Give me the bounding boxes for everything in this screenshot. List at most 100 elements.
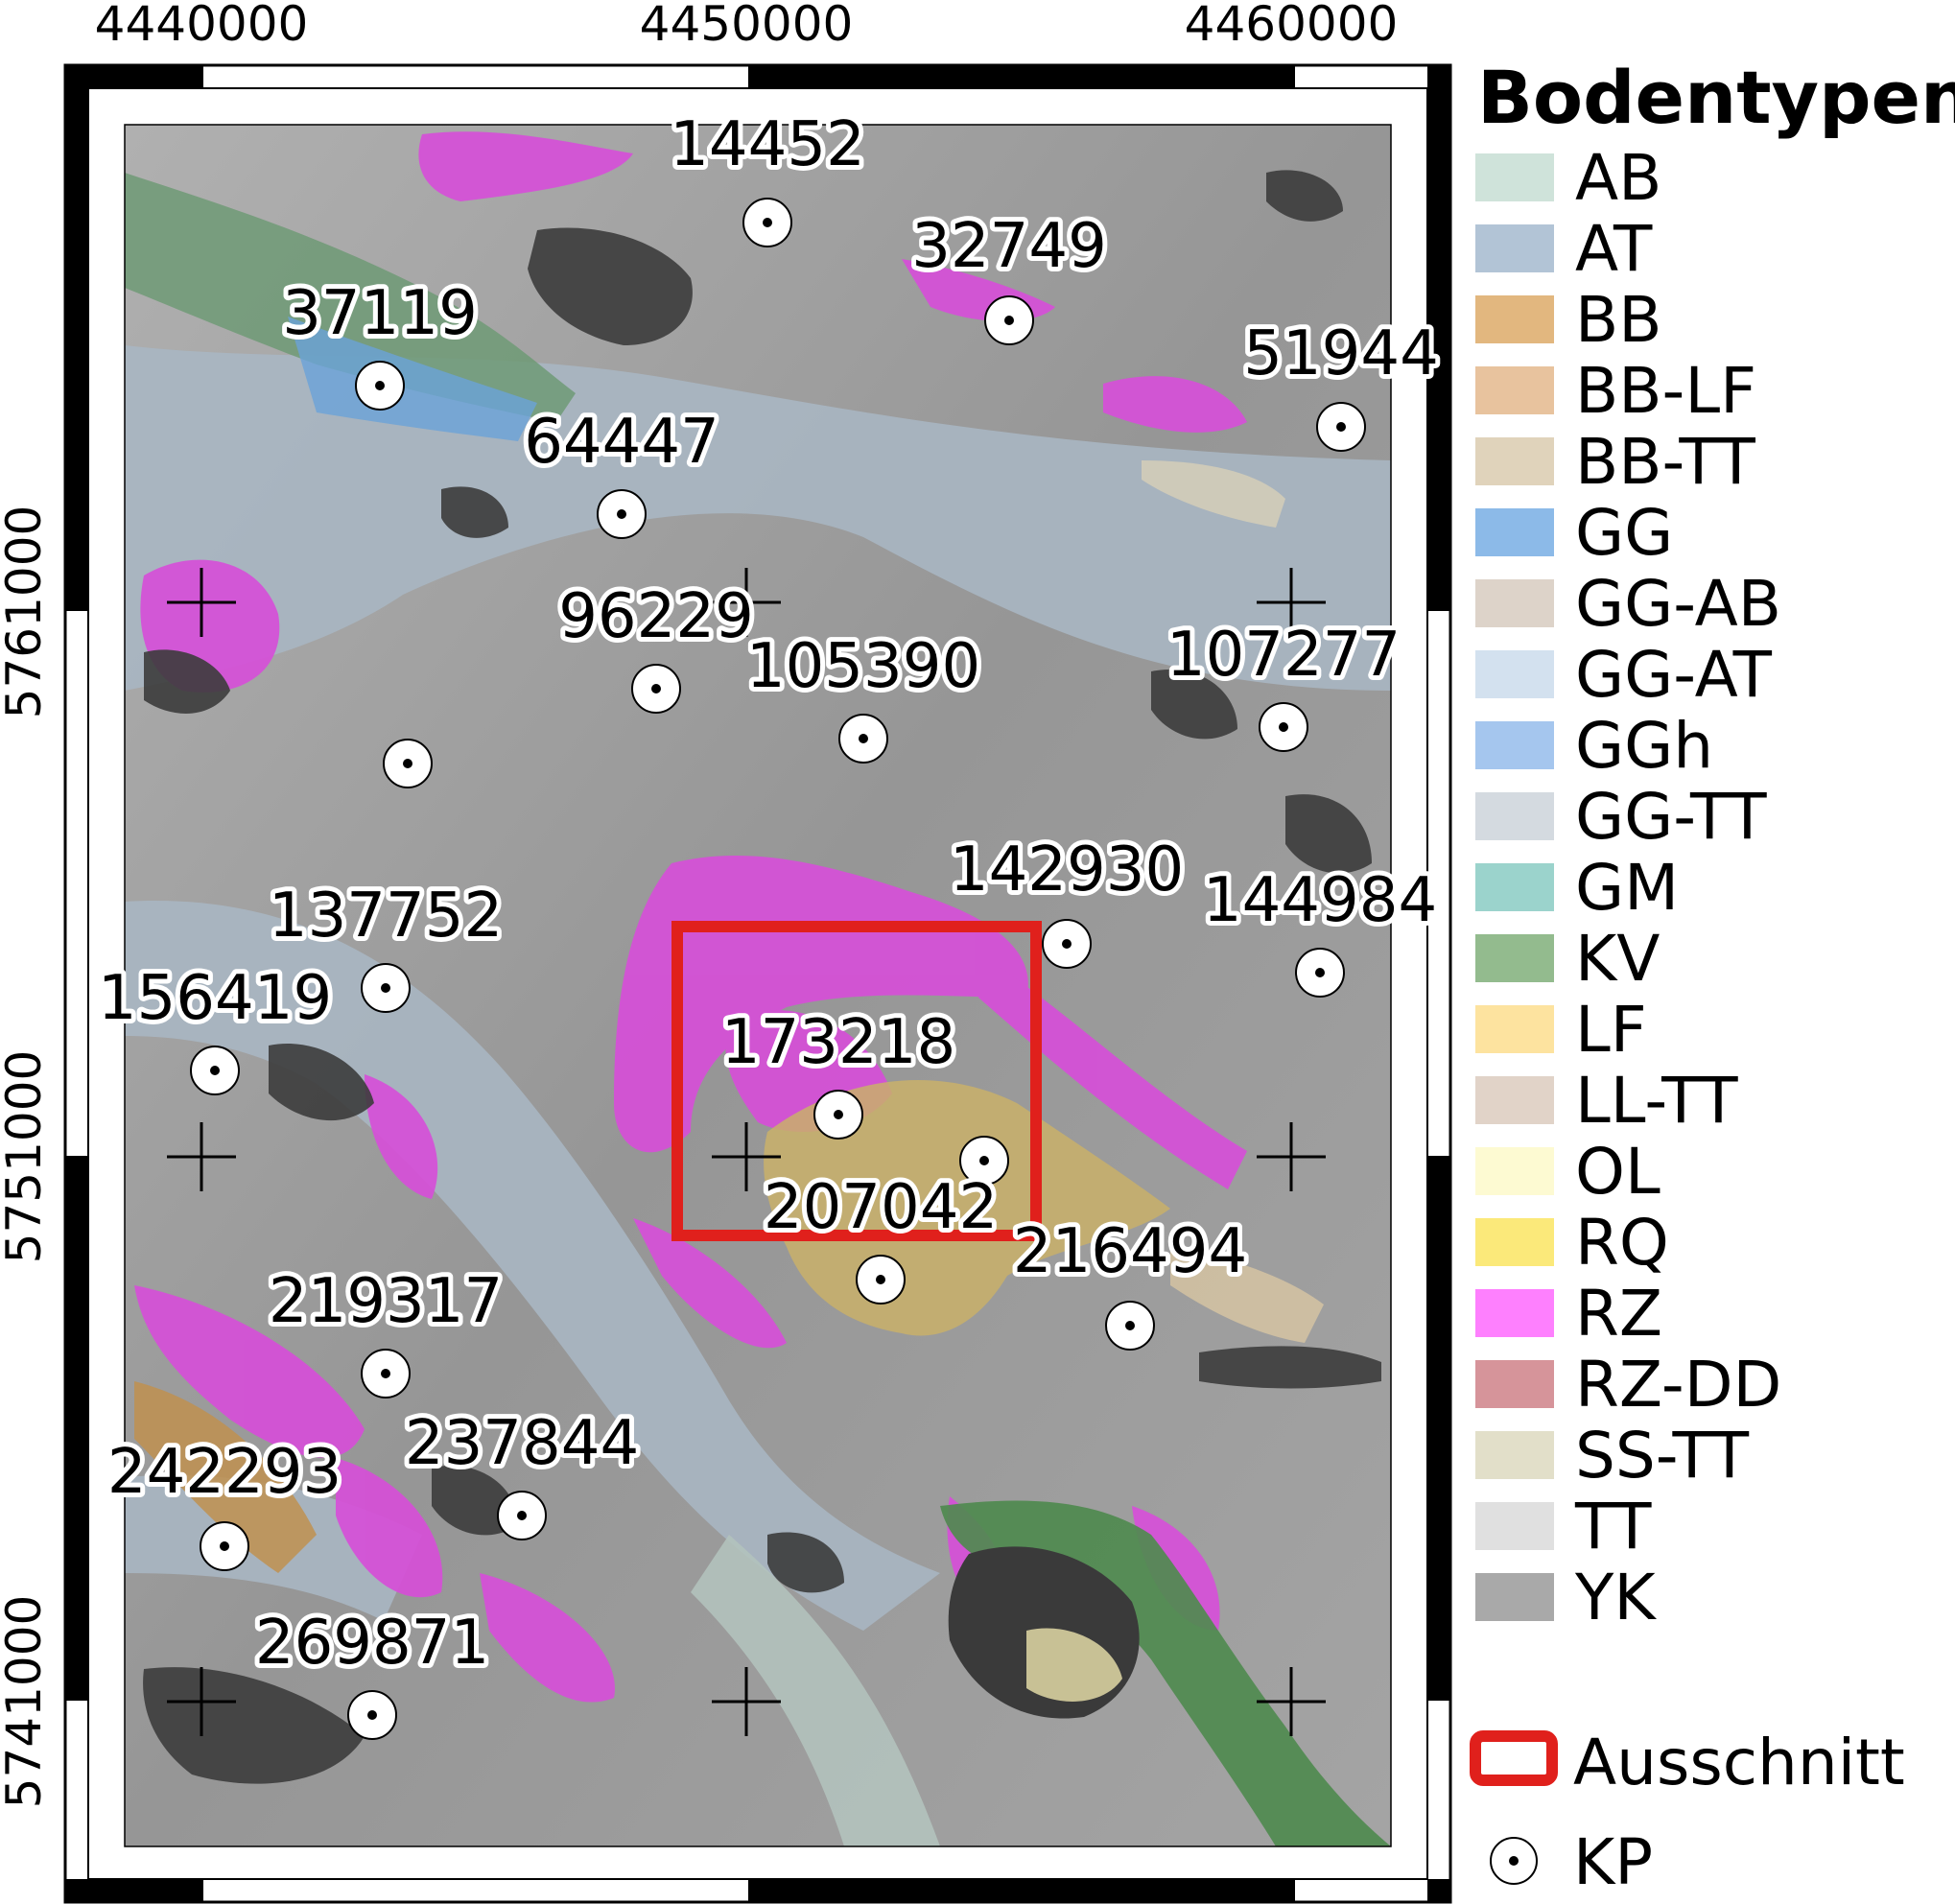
kp-point-label: 105390 (746, 631, 980, 702)
legend-swatch (1475, 153, 1554, 201)
legend-item-label: RZ (1575, 1277, 1662, 1351)
legend-swatch (1475, 863, 1554, 911)
legend-item-label: LL-TT (1575, 1064, 1738, 1138)
legend-item-label: BB-LF (1575, 354, 1756, 428)
frame-scalebar (65, 65, 1450, 1902)
x-tick-label: 4450000 (640, 0, 854, 52)
kp-point: 156419 (93, 958, 337, 1095)
kp-point-label: 64447 (524, 407, 719, 478)
kp-point: 207042 (759, 1167, 1002, 1305)
kp-point-label: 144984 (1203, 865, 1437, 936)
kp-point: 173218 (717, 1002, 960, 1140)
kp-marker-dot (1004, 316, 1014, 325)
legend-swatch (1475, 1573, 1554, 1621)
kp-point: 142930 (945, 830, 1189, 969)
kp-marker-dot (1125, 1321, 1135, 1330)
legend-item-label: GG-AT (1575, 638, 1773, 712)
y-tick-label: 5751000 (0, 1050, 52, 1264)
legend-swatch (1475, 1431, 1554, 1479)
legend-item-label: GG-AB (1575, 567, 1781, 641)
kp-marker-dot (1315, 968, 1325, 977)
kp-point: 237844 (400, 1403, 644, 1540)
kp-marker-dot (517, 1511, 527, 1520)
kp-point: 137752 (264, 876, 507, 1013)
kp-point-label: 156419 (98, 963, 332, 1034)
kp-point-label: 137752 (269, 881, 503, 952)
kp-marker-dot (1279, 722, 1288, 732)
legend-swatch (1475, 650, 1554, 698)
y-tick-label: 5741000 (0, 1595, 52, 1809)
kp-point: 219317 (264, 1261, 507, 1399)
legend-swatch (1475, 934, 1554, 982)
ausschnitt-rectangle (671, 921, 1042, 1241)
legend-item-label: YK (1574, 1561, 1657, 1634)
kp-point-label: 219317 (269, 1266, 503, 1337)
kp-point: 242293 (103, 1432, 346, 1571)
kp-marker-dot (375, 381, 385, 390)
kp-marker-dot (651, 684, 661, 693)
kp-marker-dot (381, 1369, 390, 1378)
kp-point: 107277 (1162, 615, 1405, 752)
legend-swatch (1475, 224, 1554, 272)
kp-marker-dot (210, 1066, 220, 1075)
legend-kp-dot (1509, 1856, 1519, 1866)
kp-point-label: 107277 (1166, 620, 1401, 691)
kp-point: 144984 (1198, 860, 1442, 998)
kp-point: 105390 (742, 626, 985, 764)
legend-item-label: TT (1574, 1490, 1652, 1563)
kp-point (959, 1136, 1009, 1186)
y-axis-labels: 5761000 5751000 5741000 (0, 505, 52, 1809)
kp-marker-dot (381, 983, 390, 993)
legend-swatch (1475, 1005, 1554, 1053)
kp-point: 96229 (554, 576, 759, 714)
kp-point: 64447 (519, 402, 724, 539)
kp-marker-dot (763, 218, 772, 227)
kp-point: 51944 (1238, 314, 1444, 452)
kp-point-label: 173218 (721, 1007, 955, 1078)
legend-swatch (1475, 1360, 1554, 1408)
legend-swatch (1475, 508, 1554, 556)
legend-swatch (1475, 721, 1554, 769)
legend-item-label: LF (1575, 993, 1647, 1067)
kp-point: 216494 (1008, 1211, 1252, 1351)
legend-item-label: GGh (1575, 709, 1713, 783)
legend-item-label: RZ-DD (1575, 1348, 1781, 1422)
kp-point-label: 32749 (911, 211, 1107, 282)
legend-swatch (1475, 295, 1554, 343)
legend-item-label: AT (1575, 212, 1653, 286)
legend-swatch (1475, 437, 1554, 485)
kp-marker-dot (403, 759, 412, 768)
legend: Bodentypen ABATBBBB-LFBB-TTGGGG-ABGG-ATG… (1470, 55, 1955, 1899)
kp-marker-dot (617, 509, 626, 519)
kp-point-label: 142930 (950, 834, 1184, 905)
legend-item-label: SS-TT (1575, 1419, 1750, 1493)
legend-swatch (1475, 792, 1554, 840)
legend-item-label: BB-TT (1575, 425, 1755, 499)
kp-point-label: 37119 (282, 278, 478, 349)
legend-swatch (1475, 1289, 1554, 1337)
legend-item-label: BB (1575, 283, 1662, 357)
legend-item-label: GG (1575, 496, 1673, 570)
legend-swatch (1475, 1502, 1554, 1550)
kp-point: 269871 (250, 1603, 494, 1740)
legend-item-label: AB (1575, 141, 1661, 215)
kp-marker-dot (367, 1710, 377, 1720)
kp-marker-dot (220, 1541, 229, 1551)
kp-point-label: 242293 (107, 1437, 342, 1508)
kp-marker-dot (834, 1110, 843, 1119)
kp-marker-dot (1336, 422, 1346, 432)
x-tick-label: 4460000 (1185, 0, 1399, 52)
legend-kp-label: KP (1573, 1825, 1653, 1899)
kp-marker-dot (979, 1156, 989, 1165)
legend-swatch (1475, 1076, 1554, 1124)
legend-ausschnitt-swatch (1470, 1730, 1558, 1786)
x-axis-labels: 4440000 4450000 4460000 (95, 0, 1399, 52)
legend-item-label: RQ (1575, 1206, 1669, 1280)
kp-marker-dot (876, 1275, 885, 1284)
kp-point (383, 739, 433, 788)
kp-point-label: 96229 (558, 581, 754, 652)
legend-ausschnitt-label: Ausschnitt (1573, 1726, 1905, 1799)
kp-point: 14452 (665, 105, 870, 247)
